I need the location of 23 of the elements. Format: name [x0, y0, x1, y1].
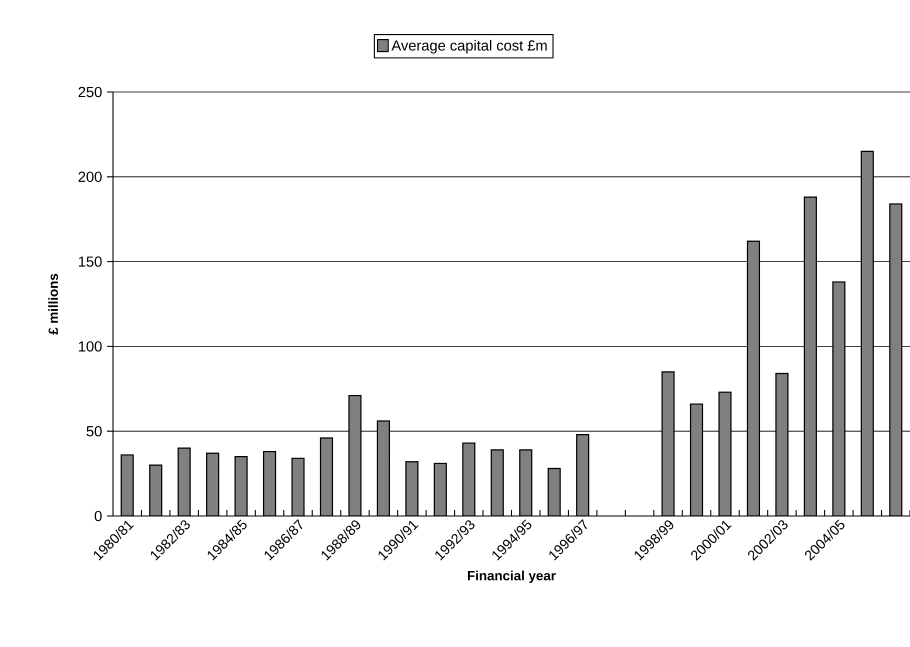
- bar: [262, 450, 276, 516]
- bar: [690, 403, 704, 516]
- bar: [405, 461, 418, 516]
- bar: [291, 458, 305, 516]
- bar: [804, 196, 817, 516]
- bar: [661, 371, 675, 516]
- x-axis-title: Financial year: [468, 570, 556, 583]
- bar: [348, 394, 362, 516]
- y-tick-label: 0: [94, 510, 102, 522]
- bar: [746, 240, 760, 516]
- bar: [320, 437, 334, 516]
- bar: [206, 452, 220, 516]
- legend-label: Average capital cost £m: [391, 40, 547, 54]
- y-tick-label: 50: [86, 426, 102, 436]
- bar: [718, 392, 732, 516]
- bar: [376, 420, 390, 516]
- y-tick-label: 200: [78, 172, 102, 182]
- bar: [234, 456, 248, 516]
- y-tick-label: 150: [78, 256, 102, 267]
- y-tick-label: 250: [78, 86, 102, 98]
- y-tick-label: 100: [78, 341, 102, 352]
- bar: [775, 372, 788, 516]
- y-axis-title: £ millions: [48, 274, 58, 335]
